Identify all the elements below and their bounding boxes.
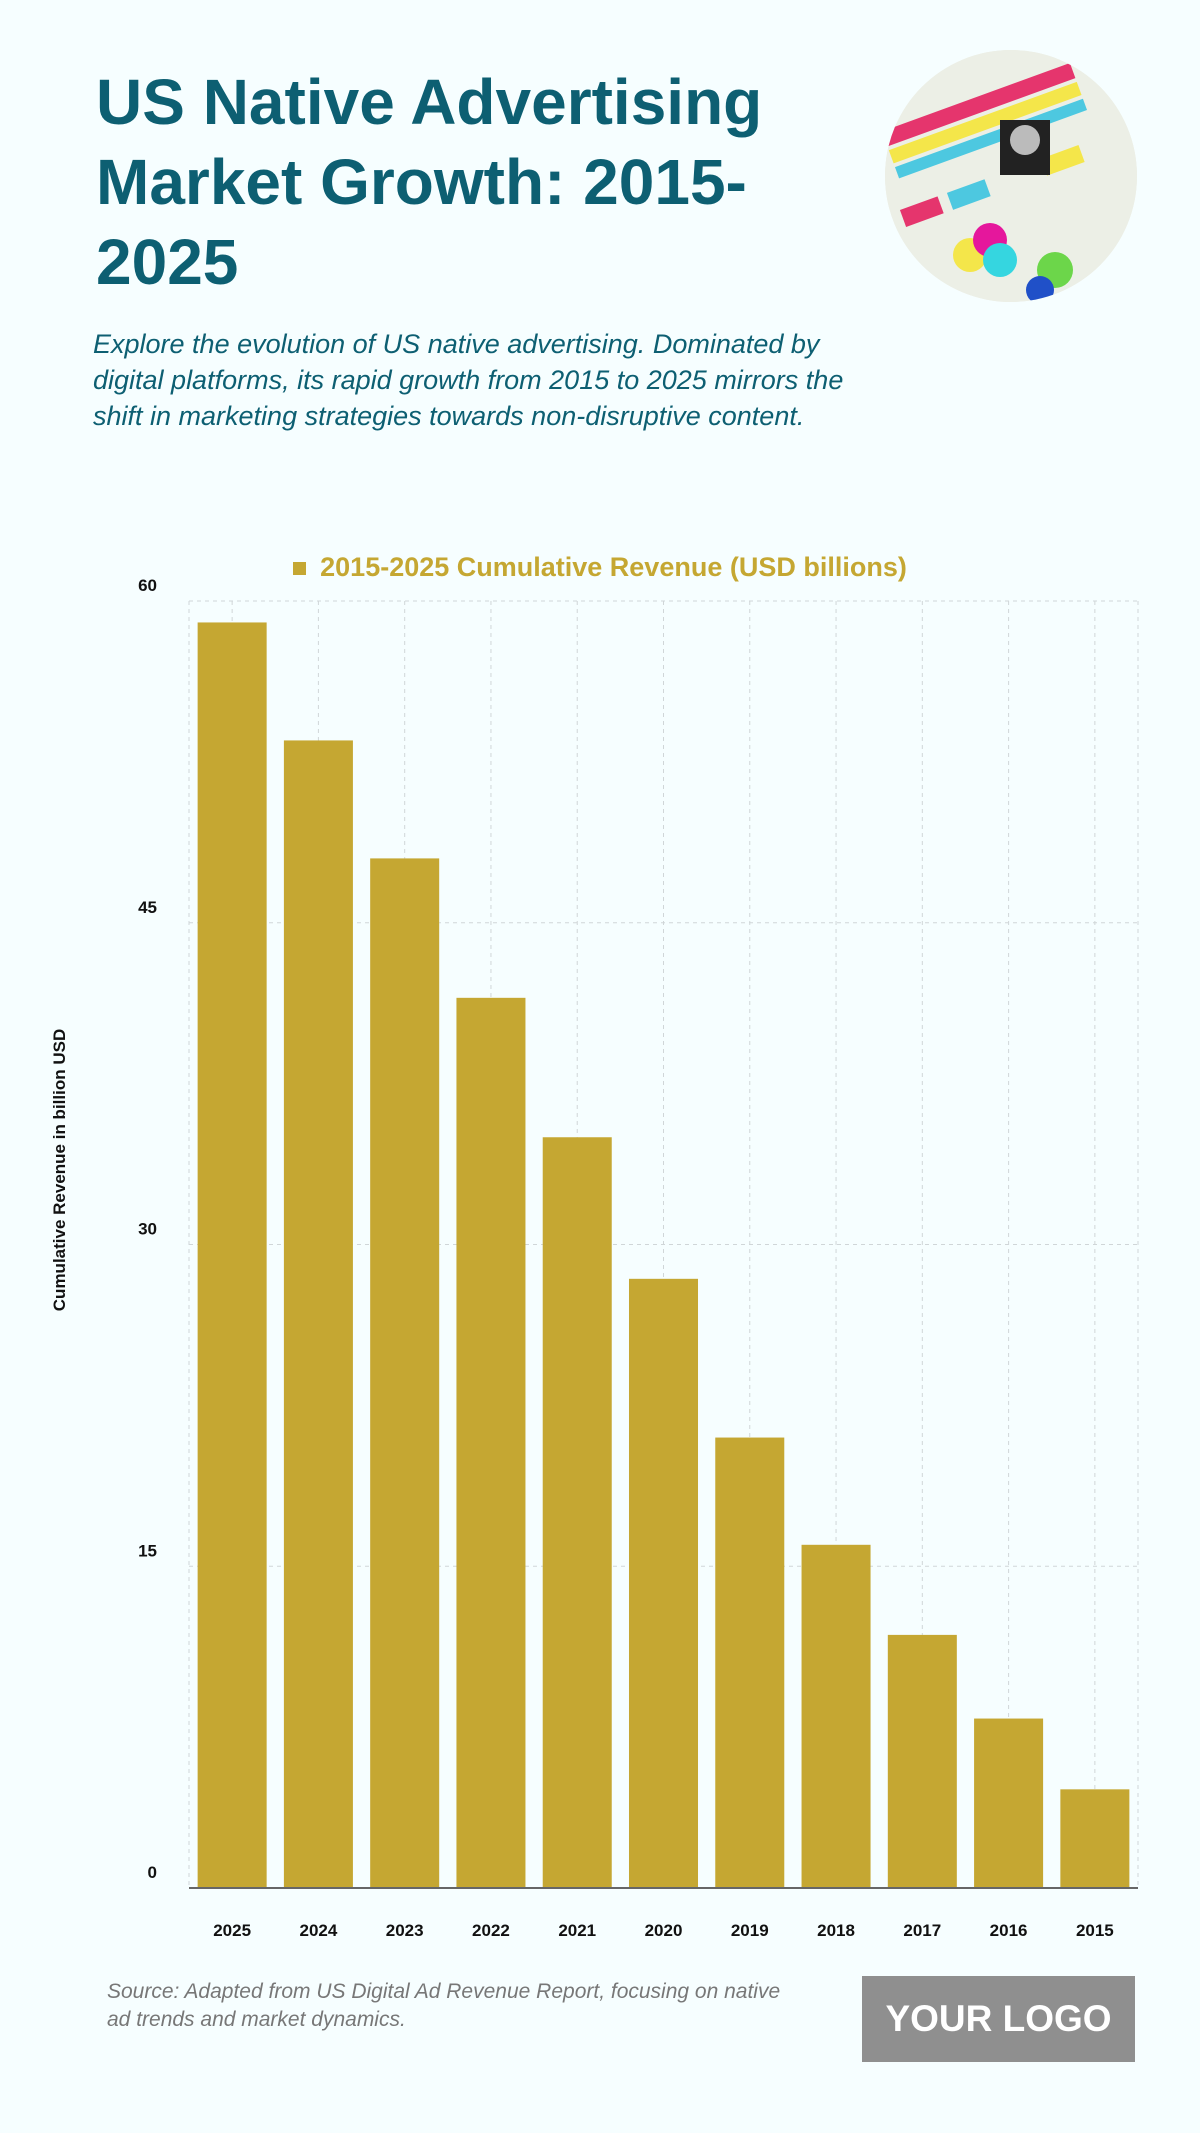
bar-2025 [197,622,267,1889]
page-subtitle: Explore the evolution of US native adver… [93,329,844,431]
chart-legend: 2015-2025 Cumulative Revenue (USD billio… [0,552,1200,583]
x-tick-label: 2016 [990,1921,1028,1940]
y-tick-label: 15 [138,1541,157,1560]
x-tick-label: 2018 [817,1921,855,1940]
logo-placeholder: YOUR LOGO [862,1976,1135,2062]
x-tick-label: 2020 [645,1921,683,1940]
x-tick-label: 2025 [213,1921,251,1940]
legend-label: 2015-2025 Cumulative Revenue (USD billio… [320,552,907,582]
bar-2022 [456,997,526,1888]
bar-2016 [974,1718,1044,1888]
bar-2015 [1060,1789,1130,1888]
bar-2024 [283,740,353,1888]
x-tick-label: 2015 [1076,1921,1114,1940]
page-title: US Native Advertising Market Growth: 201… [96,66,763,298]
x-tick-label: 2017 [903,1921,941,1940]
bar-2020 [628,1278,699,1888]
bar-2021 [542,1137,612,1888]
hero-illustration [885,50,1137,302]
x-tick-label: 2022 [472,1921,510,1940]
x-tick-label: 2024 [299,1921,337,1940]
y-tick-label: 60 [138,576,157,595]
bar-2017 [887,1634,957,1888]
y-tick-label: 0 [148,1863,157,1882]
bar-chart: 0 15 30 45 60 2025 2024 2023 2022 2021 2020 2019 201… [138,576,1139,1940]
bar-2019 [715,1437,785,1888]
y-tick-label: 45 [138,898,157,917]
source-note: Source: Adapted from US Digital Ad Reven… [107,1980,781,2031]
bar-2018 [801,1544,871,1888]
y-tick-label: 30 [138,1220,157,1239]
x-tick-label: 2019 [731,1921,769,1940]
x-tick-label: 2021 [558,1921,596,1940]
legend-swatch [293,562,307,576]
bar-2023 [370,858,440,1888]
hero-image [885,50,1137,302]
x-tick-label: 2023 [386,1921,424,1940]
